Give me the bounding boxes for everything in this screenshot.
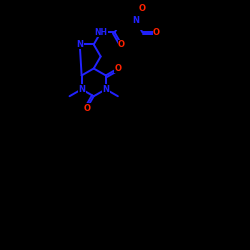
Text: N: N bbox=[78, 85, 85, 94]
Text: NH: NH bbox=[94, 28, 107, 37]
Text: N: N bbox=[132, 16, 139, 25]
Text: O: O bbox=[139, 4, 146, 13]
Text: N: N bbox=[76, 40, 83, 49]
Text: O: O bbox=[83, 104, 90, 113]
Text: N: N bbox=[102, 85, 109, 94]
Text: O: O bbox=[114, 64, 121, 73]
Text: O: O bbox=[153, 28, 160, 37]
Text: O: O bbox=[118, 40, 125, 49]
